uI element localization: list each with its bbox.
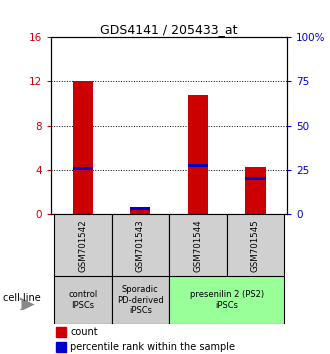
Text: GSM701545: GSM701545 xyxy=(251,219,260,272)
Text: GSM701544: GSM701544 xyxy=(193,219,202,272)
Bar xyxy=(188,164,208,167)
Bar xyxy=(169,276,284,324)
Bar xyxy=(169,214,227,276)
Bar xyxy=(112,276,169,324)
Text: GSM701542: GSM701542 xyxy=(78,219,87,272)
Bar xyxy=(188,95,208,214)
Text: percentile rank within the sample: percentile rank within the sample xyxy=(70,342,235,352)
Bar xyxy=(73,81,93,214)
Bar xyxy=(56,342,66,352)
Bar xyxy=(54,276,112,324)
Bar xyxy=(246,167,266,214)
Title: GDS4141 / 205433_at: GDS4141 / 205433_at xyxy=(100,23,238,36)
Text: presenilin 2 (PS2)
iPSCs: presenilin 2 (PS2) iPSCs xyxy=(190,290,264,310)
FancyArrow shape xyxy=(20,297,35,312)
Bar xyxy=(73,167,93,170)
Text: Sporadic
PD-derived
iPSCs: Sporadic PD-derived iPSCs xyxy=(117,285,164,315)
Bar xyxy=(227,214,284,276)
Bar xyxy=(246,177,266,180)
Bar xyxy=(56,327,66,337)
Bar xyxy=(54,214,112,276)
Text: GSM701543: GSM701543 xyxy=(136,219,145,272)
Bar xyxy=(130,207,150,210)
Text: control
IPSCs: control IPSCs xyxy=(68,290,97,310)
Bar xyxy=(130,207,150,214)
Bar xyxy=(112,214,169,276)
Text: cell line: cell line xyxy=(3,293,41,303)
Text: count: count xyxy=(70,327,98,337)
